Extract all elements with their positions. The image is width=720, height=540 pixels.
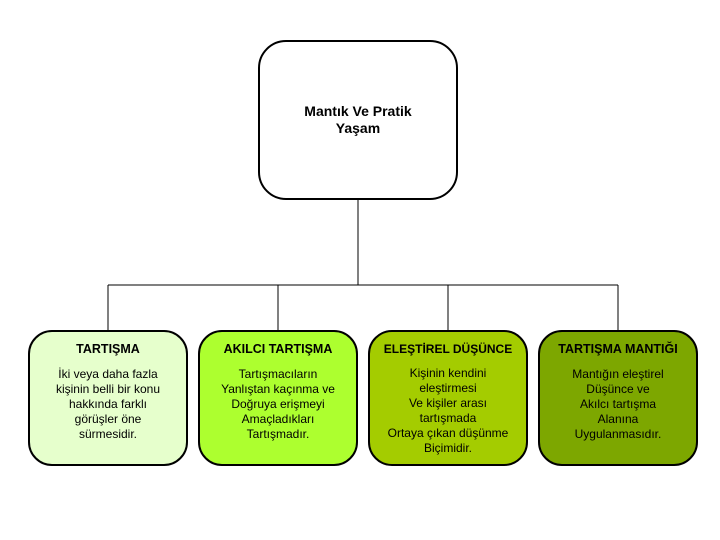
leaf-title: ELEŞTİREL DÜŞÜNCE: [384, 342, 512, 356]
leaf-title: AKILCI TARTIŞMA: [224, 342, 333, 357]
leaf-title: TARTIŞMA MANTIĞI: [558, 342, 677, 357]
leaf-node: TARTIŞMA MANTIĞI Mantığın eleştirelDüşünc…: [538, 330, 698, 466]
leaf-node: AKILCI TARTIŞMA TartışmacılarınYanlıştan …: [198, 330, 358, 466]
leaf-description: Kişinin kendinieleştirmesiVe kişiler ara…: [388, 366, 509, 456]
leaf-description: İki veya daha fazlakişinin belli bir kon…: [56, 367, 160, 442]
root-node: Mantık Ve PratikYaşam: [258, 40, 458, 200]
leaf-description: Mantığın eleştirelDüşünce veAkılcı tartı…: [572, 367, 663, 442]
root-title: Mantık Ve PratikYaşam: [304, 103, 411, 138]
leaf-node: ELEŞTİREL DÜŞÜNCE Kişinin kendinieleştirm…: [368, 330, 528, 466]
leaf-description: TartışmacılarınYanlıştan kaçınma veDoğru…: [221, 367, 335, 442]
leaf-title: TARTIŞMA: [76, 342, 140, 357]
leaf-node: TARTIŞMA İki veya daha fazlakişinin belli…: [28, 330, 188, 466]
